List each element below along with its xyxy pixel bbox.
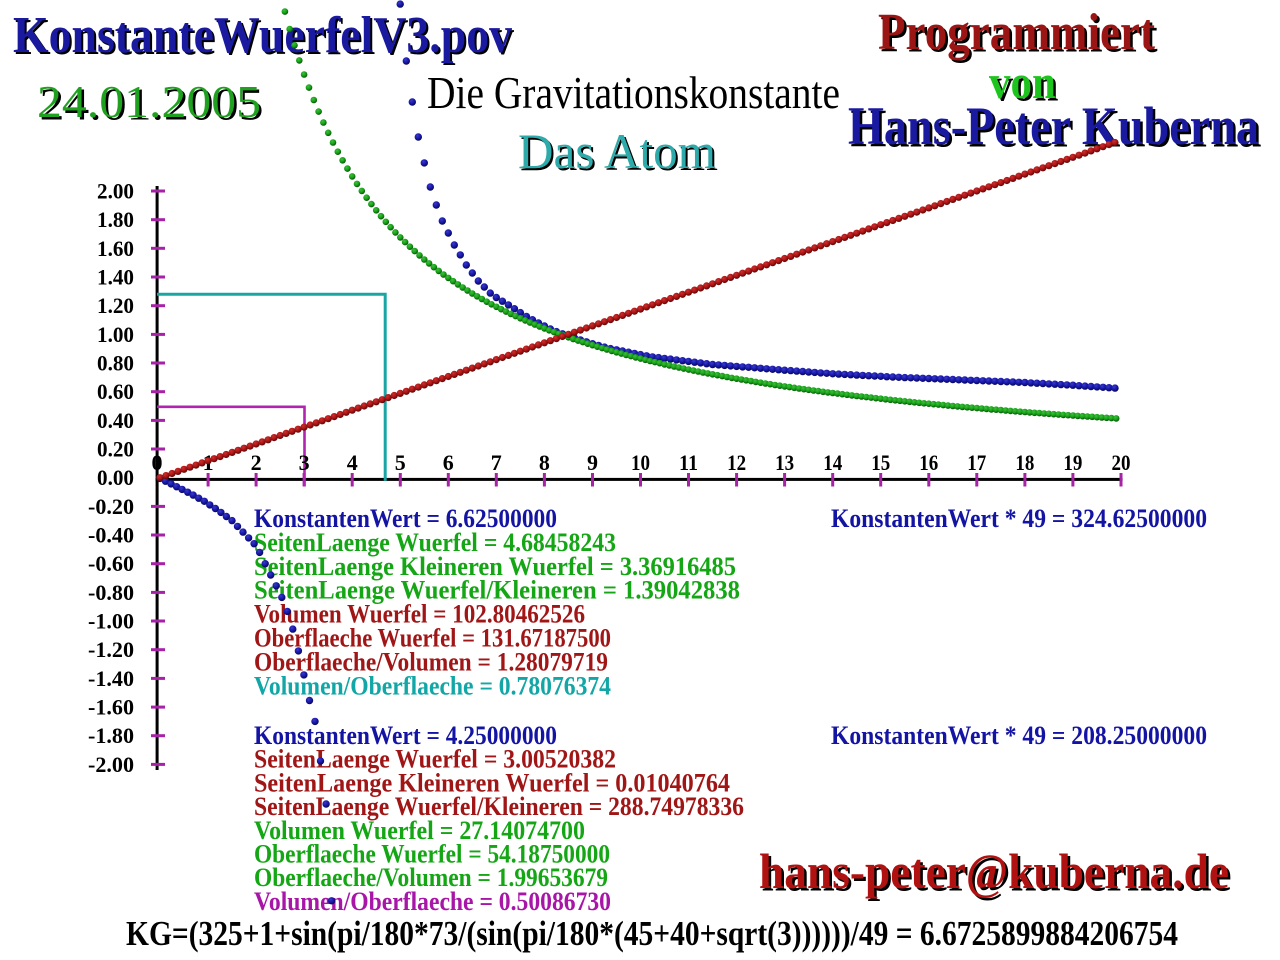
svg-text:KonstantenWert = 6.62500000: KonstantenWert = 6.62500000 — [254, 504, 557, 533]
svg-text:0.60: 0.60 — [97, 379, 134, 404]
svg-text:3: 3 — [299, 450, 310, 475]
svg-text:SeitenLaenge Wuerfel/Kleineren: SeitenLaenge Wuerfel/Kleineren = 288.749… — [254, 792, 744, 821]
svg-text:15: 15 — [871, 450, 890, 475]
svg-text:11: 11 — [679, 450, 698, 475]
svg-text:KonstantenWert = 4.25000000: KonstantenWert = 4.25000000 — [254, 721, 557, 750]
svg-text:14: 14 — [823, 450, 842, 475]
svg-text:Programmiert: Programmiert — [878, 4, 1156, 61]
svg-text:6: 6 — [443, 450, 454, 475]
svg-text:Oberflaeche/Volumen = 1.996536: Oberflaeche/Volumen = 1.99653679 — [254, 863, 608, 892]
svg-text:0.40: 0.40 — [97, 408, 134, 433]
svg-text:von: von — [992, 59, 1059, 112]
svg-text:von: von — [989, 56, 1056, 109]
svg-text:0.80: 0.80 — [97, 351, 134, 376]
svg-text:-0.60: -0.60 — [88, 551, 134, 576]
svg-text:17: 17 — [967, 450, 986, 475]
svg-text:KonstantenWert * 49 = 324.6250: KonstantenWert * 49 = 324.62500000 — [831, 504, 1207, 533]
svg-text:Hans-Peter Kuberna: Hans-Peter Kuberna — [851, 99, 1262, 159]
svg-text:-0.20: -0.20 — [88, 494, 134, 519]
svg-text:Hans-Peter Kuberna: Hans-Peter Kuberna — [848, 96, 1259, 156]
svg-text:Oberflaeche Wuerfel = 131.6718: Oberflaeche Wuerfel = 131.67187500 — [254, 624, 611, 653]
svg-text:20: 20 — [1112, 450, 1131, 475]
svg-text:2.00: 2.00 — [97, 179, 134, 204]
svg-text:7: 7 — [491, 450, 502, 475]
svg-text:-0.80: -0.80 — [88, 580, 134, 605]
svg-text:Programmiert: Programmiert — [881, 7, 1159, 64]
svg-text:Die Gravitationskonstante: Die Gravitationskonstante — [427, 67, 840, 118]
svg-text:0.00: 0.00 — [97, 465, 134, 490]
svg-text:1.00: 1.00 — [97, 322, 134, 347]
svg-text:-1.20: -1.20 — [88, 637, 134, 662]
svg-text:KonstanteWuerfelV3.pov: KonstanteWuerfelV3.pov — [15, 9, 514, 66]
svg-text:0.20: 0.20 — [97, 437, 134, 462]
svg-text:Volumen/Oberflaeche = 0.780763: Volumen/Oberflaeche = 0.78076374 — [254, 671, 611, 700]
svg-text:1.60: 1.60 — [97, 236, 134, 261]
svg-text:0: 0 — [152, 450, 163, 475]
svg-text:SeitenLaenge Kleineren Wuerfel: SeitenLaenge Kleineren Wuerfel = 3.36916… — [254, 552, 736, 581]
svg-text:12: 12 — [727, 450, 746, 475]
svg-text:-1.00: -1.00 — [88, 609, 134, 634]
svg-text:-2.00: -2.00 — [88, 752, 134, 777]
svg-text:13: 13 — [775, 450, 794, 475]
svg-text:KonstantenWert * 49 = 208.2500: KonstantenWert * 49 = 208.25000000 — [831, 721, 1207, 750]
svg-text:SeitenLaenge Wuerfel/Kleineren: SeitenLaenge Wuerfel/Kleineren = 1.39042… — [254, 576, 740, 605]
svg-text:hans-peter@kuberna.de: hans-peter@kuberna.de — [762, 846, 1232, 902]
svg-text:1.40: 1.40 — [97, 265, 134, 290]
svg-text:4: 4 — [347, 450, 358, 475]
svg-text:5: 5 — [395, 450, 406, 475]
svg-text:10: 10 — [631, 450, 650, 475]
svg-text:19: 19 — [1063, 450, 1082, 475]
svg-text:Oberflaeche/Volumen = 1.280797: Oberflaeche/Volumen = 1.28079719 — [254, 647, 608, 676]
svg-text:Volumen Wuerfel = 27.14074700: Volumen Wuerfel = 27.14074700 — [254, 816, 585, 845]
svg-text:8: 8 — [539, 450, 550, 475]
svg-text:Das Atom: Das Atom — [518, 123, 716, 179]
svg-text:Das Atom: Das Atom — [520, 125, 718, 181]
svg-text:1.80: 1.80 — [97, 207, 134, 232]
svg-text:-1.40: -1.40 — [88, 666, 134, 691]
svg-text:SeitenLaenge Wuerfel = 4.68458: SeitenLaenge Wuerfel = 4.68458243 — [254, 528, 616, 557]
svg-text:KG=(325+1+sin(pi/180*73/(sin(p: KG=(325+1+sin(pi/180*73/(sin(pi/180*(45+… — [126, 914, 1178, 953]
svg-text:-1.60: -1.60 — [88, 695, 134, 720]
svg-text:Volumen Wuerfel = 102.80462526: Volumen Wuerfel = 102.80462526 — [254, 600, 585, 629]
svg-text:SeitenLaenge Wuerfel = 3.00520: SeitenLaenge Wuerfel = 3.00520382 — [254, 745, 616, 774]
svg-text:1.20: 1.20 — [97, 293, 134, 318]
svg-text:9: 9 — [587, 450, 598, 475]
svg-text:2: 2 — [251, 450, 262, 475]
svg-text:18: 18 — [1015, 450, 1034, 475]
svg-text:Oberflaeche Wuerfel = 54.18750: Oberflaeche Wuerfel = 54.18750000 — [254, 840, 610, 869]
svg-text:-0.40: -0.40 — [88, 523, 134, 548]
svg-text:SeitenLaenge Kleineren Wuerfel: SeitenLaenge Kleineren Wuerfel = 0.01040… — [254, 768, 730, 797]
svg-text:KonstanteWuerfelV3.pov: KonstanteWuerfelV3.pov — [13, 7, 512, 64]
svg-text:-1.80: -1.80 — [88, 723, 134, 748]
svg-text:24.01.2005: 24.01.2005 — [37, 76, 261, 127]
svg-text:24.01.2005: 24.01.2005 — [40, 79, 264, 130]
svg-text:16: 16 — [919, 450, 938, 475]
svg-text:Volumen/Oberflaeche = 0.500867: Volumen/Oberflaeche = 0.50086730 — [254, 887, 611, 916]
svg-text:hans-peter@kuberna.de: hans-peter@kuberna.de — [759, 843, 1229, 899]
